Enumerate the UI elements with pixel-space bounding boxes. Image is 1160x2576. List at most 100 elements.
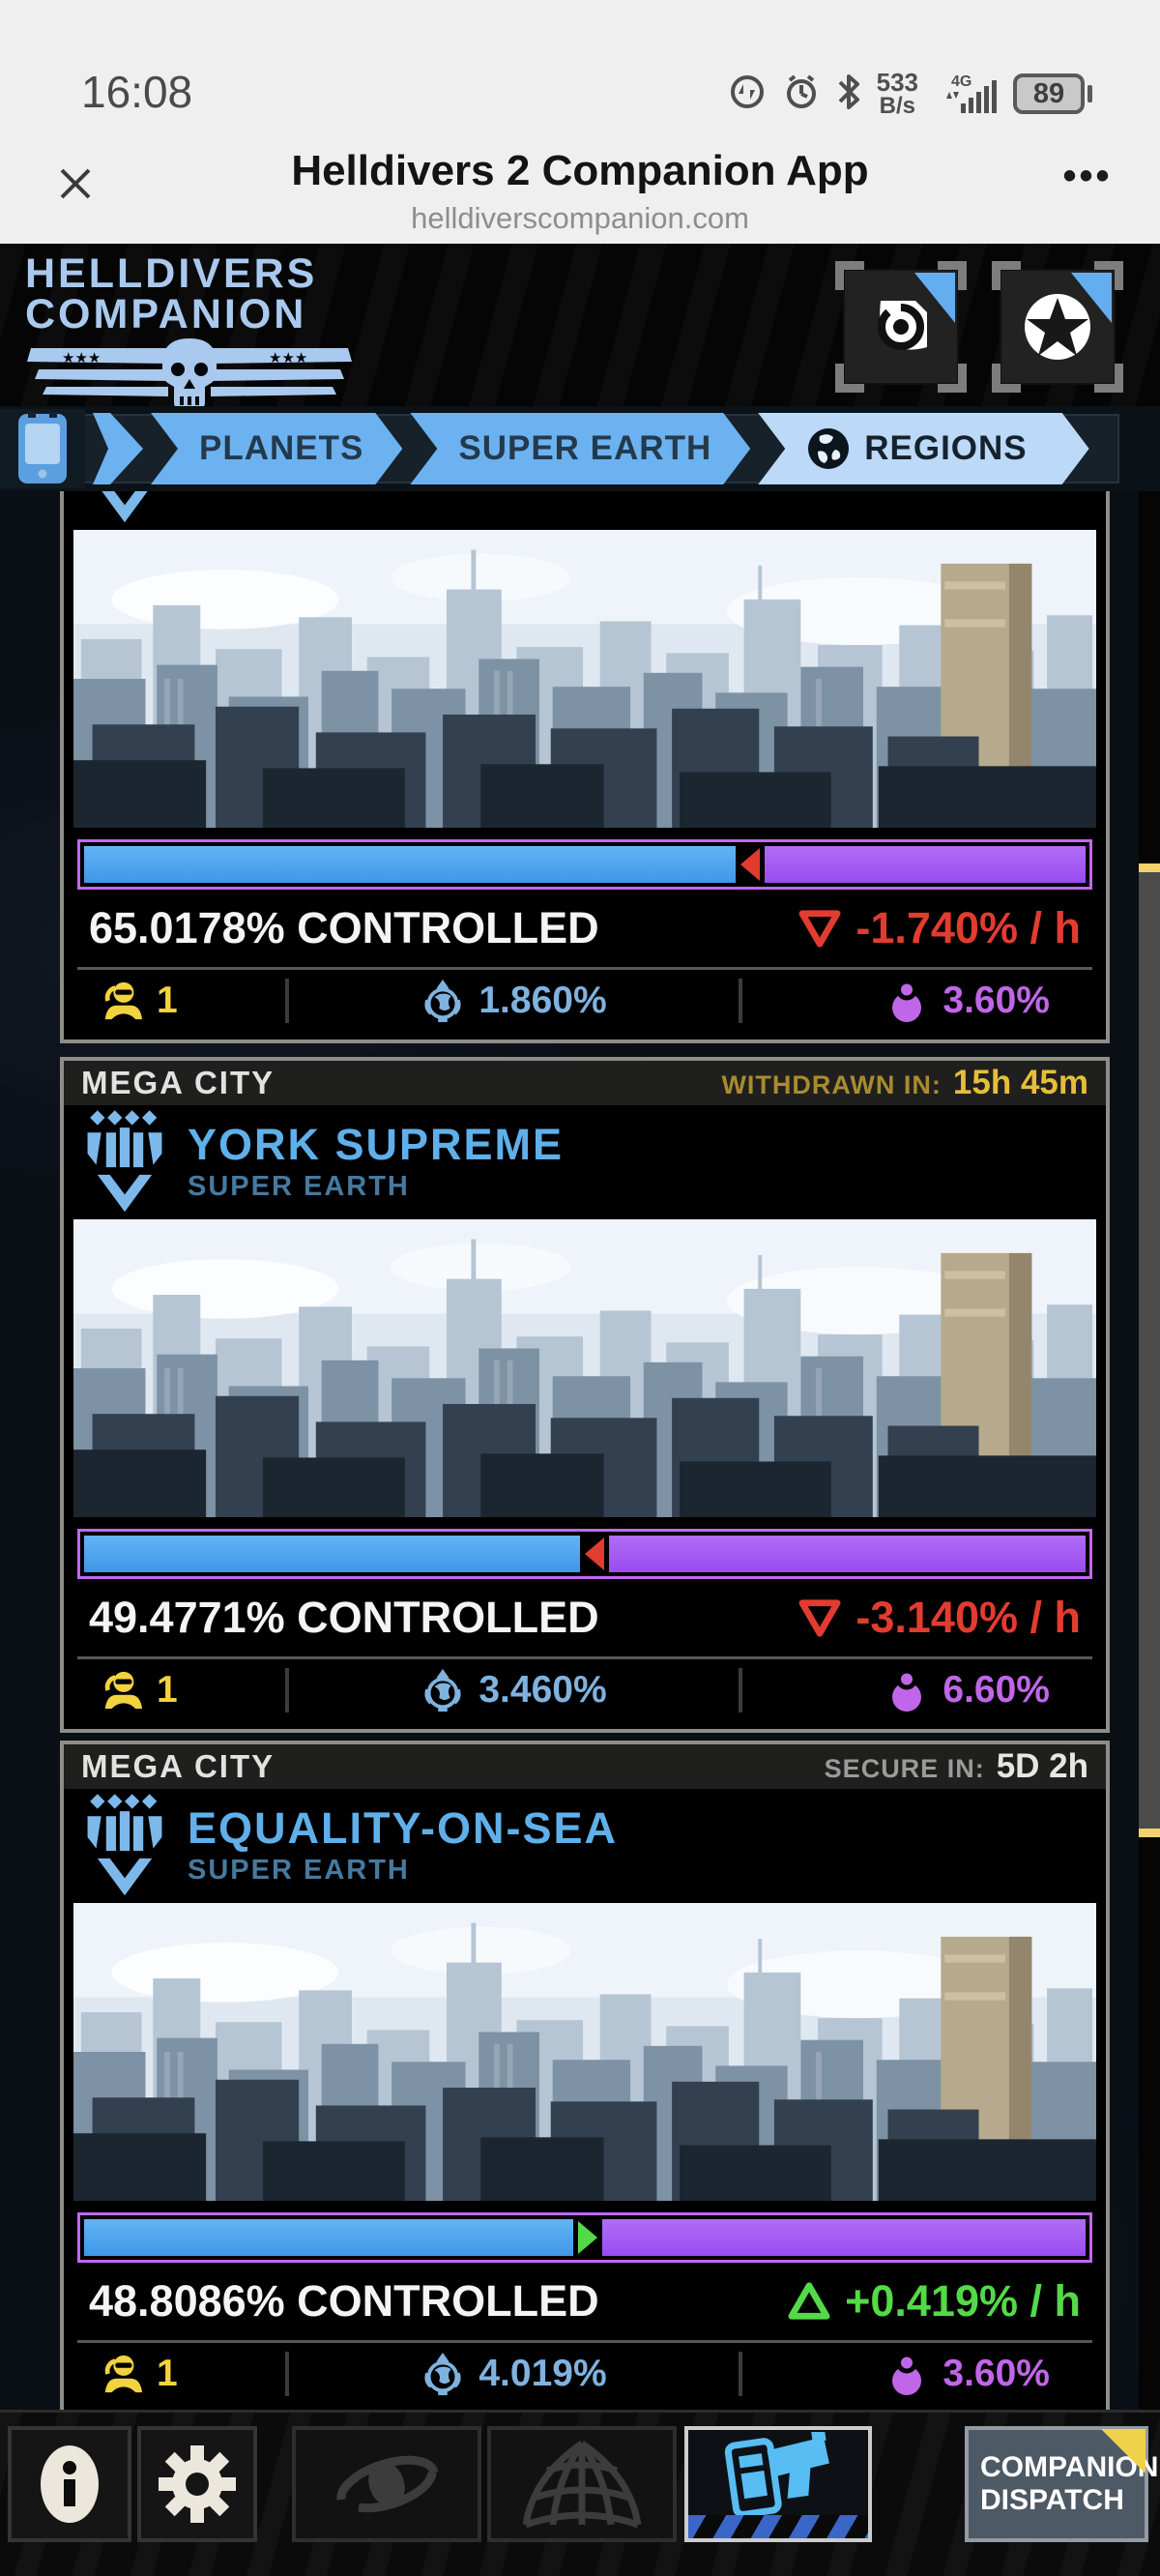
liberation-rate: 4.019% [289,2352,739,2396]
power-saver-icon [728,73,767,116]
liberation-rate: 1.860% [289,979,739,1023]
planet-view-button[interactable] [487,2426,677,2542]
status-icons: 533 B/s 4G 89 [728,70,1092,118]
mega-city-icon [85,1794,164,1898]
progress-enemy [608,1536,1086,1572]
skull-wings-emblem: ★★★ ★★★ [25,338,354,419]
progress-trend-marker [584,1537,604,1570]
companion-dispatch-button[interactable]: COMPANION DISPATCH [965,2426,1158,2542]
trend-down-icon [798,908,842,949]
enemy-presence: 3.60% [742,979,1092,1023]
super-earth-icon [420,2352,465,2396]
gear-icon [159,2445,236,2523]
helldivers-companion-logo: HELLDIVERS COMPANION ★ [25,250,354,419]
svg-text:4G: 4G [951,73,972,90]
region-photo [73,1219,1096,1517]
region-timer: SECURE IN: 5D 2h [824,1747,1088,1785]
right-wing-stars: ★★★ [269,350,307,366]
phone-blaster-icon [724,2432,829,2517]
control-progress-bar [77,2212,1092,2263]
browser-titles: Helldivers 2 Companion App helldiverscom… [0,145,1160,236]
dome-grid-icon [522,2441,642,2529]
progress-controlled [84,846,736,883]
breadcrumb-item-super-earth[interactable]: SUPER EARTH [410,413,750,484]
controlled-percent: 65.0178% CONTROLLED [89,903,599,952]
info-button[interactable] [8,2426,131,2542]
region-title: EQUALITY-ON-SEA [188,1802,619,1853]
progress-trend-marker [740,848,760,881]
breadcrumb: PLANETS SUPER EARTH REGIONS [0,406,1160,491]
settings-button[interactable] [137,2426,257,2542]
in-app-browser-bar: Helldivers 2 Companion App helldiverscom… [0,145,1160,244]
region-card[interactable]: SUPER EARTH 65.0178% CONTROLLED -1.740% … [60,491,1110,1043]
page-url: helldiverscompanion.com [411,201,749,235]
bluetooth-icon [836,73,861,116]
signal-strength-icon: 4G [934,73,998,115]
device-icon [0,409,85,488]
progress-controlled [84,1536,580,1572]
battery-icon: 89 [1013,73,1092,114]
companion-dispatch-tab-active[interactable] [684,2426,872,2542]
illuminate-icon [884,2352,929,2396]
helldiver-icon [99,2352,143,2396]
control-rate: -3.140% / h [798,1593,1081,1643]
control-progress-bar [77,839,1092,890]
scrollbar-track [1139,491,1160,2576]
super-destroyer-button[interactable] [835,261,967,393]
player-count: 1 [77,1668,285,1712]
region-planet: SUPER EARTH [188,1855,410,1887]
galaxy-icon [336,2455,439,2513]
illuminate-icon [884,1668,929,1712]
network-speed: 533 B/s [876,68,918,119]
control-progress-bar [77,1529,1092,1579]
helldiver-icon [99,1668,143,1712]
control-rate: +0.419% / h [787,2276,1081,2327]
scrollbar-thumb[interactable] [1139,864,1160,1837]
region-card-york-supreme[interactable]: MEGA CITY WITHDRAWN IN: 15h 45m YORK SUP… [60,1057,1110,1733]
controlled-percent: 48.8086% CONTROLLED [89,2276,599,2326]
player-count: 1 [77,979,285,1023]
bottom-navigation: COMPANION DISPATCH [0,2410,1160,2576]
orbital-lens-icon [878,301,927,350]
player-count: 1 [77,2352,285,2396]
left-wing-stars: ★★★ [62,350,101,366]
galaxy-map-button[interactable] [292,2426,481,2542]
breadcrumb-lead-chevron [93,413,143,484]
illuminate-icon [884,979,929,1023]
region-type-badge: MEGA CITY [81,1065,276,1100]
close-browser-button[interactable] [44,153,106,215]
mega-city-icon [85,491,164,525]
region-card-equality-on-sea[interactable]: MEGA CITY SECURE IN: 5D 2h EQUALITY-ON-S… [60,1741,1110,2416]
enemy-presence: 3.60% [742,2352,1092,2396]
enemy-presence: 6.60% [742,1668,1092,1712]
globe-icon [806,426,851,471]
status-bar: 16:08 533 B/s 4G [0,0,1160,145]
hazard-stripe [688,2515,868,2538]
region-planet: SUPER EARTH [188,1171,410,1203]
liberation-rate: 3.460% [289,1668,739,1712]
war-medals-button[interactable] [992,261,1123,393]
page-title: Helldivers 2 Companion App [291,147,869,194]
trend-down-icon [798,1597,842,1638]
alarm-icon [782,73,821,116]
regions-list: SUPER EARTH 65.0178% CONTROLLED -1.740% … [0,491,1160,2576]
browser-menu-button[interactable]: ••• [1062,154,1113,197]
super-earth-icon [420,1668,465,1712]
democracy-star-icon [1025,294,1090,360]
control-rate: -1.740% / h [798,903,1081,953]
app-header: HELLDIVERS COMPANION ★ [0,244,1160,413]
region-photo [73,530,1096,828]
clock: 16:08 [81,67,193,117]
controlled-percent: 49.4771% CONTROLLED [89,1593,599,1642]
region-timer: WITHDRAWN IN: 15h 45m [721,1064,1088,1101]
helldiver-icon [99,979,143,1023]
breadcrumb-item-planets[interactable]: PLANETS [151,413,402,484]
region-photo [73,1903,1096,2201]
region-title: YORK SUPREME [188,1119,565,1169]
breadcrumb-item-regions[interactable]: REGIONS [758,413,1088,484]
info-icon [41,2445,99,2523]
super-earth-icon [420,979,465,1023]
progress-enemy [601,2219,1086,2256]
logo-line-1: HELLDIVERS [25,250,318,297]
